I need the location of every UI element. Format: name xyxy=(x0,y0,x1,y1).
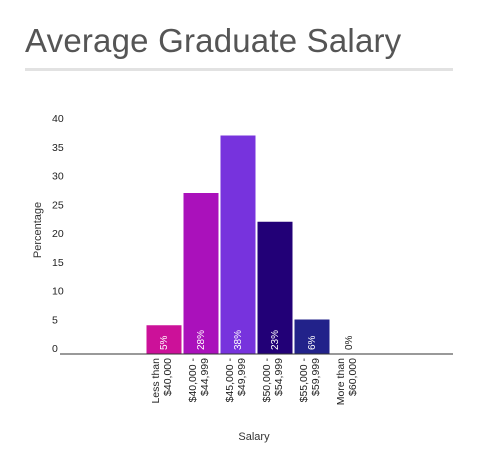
x-tick-label: $40,000 - xyxy=(187,358,199,403)
x-tick-label: $55,000 - xyxy=(298,358,310,403)
bar xyxy=(183,193,219,354)
bar-data-label: 0% xyxy=(344,335,355,350)
y-tick-label: 0 xyxy=(52,343,58,355)
bar xyxy=(220,135,256,354)
y-tick-label: 5 xyxy=(52,314,58,326)
bars: 5% 28% 38% 23% 6% 0% xyxy=(146,135,355,354)
x-tick-label: $44,999 xyxy=(199,358,211,396)
y-axis-ticks: 0 5 10 15 20 25 30 35 40 xyxy=(52,113,64,355)
bar-data-label: 28% xyxy=(196,330,207,350)
title-divider xyxy=(25,68,453,71)
bar xyxy=(294,319,330,354)
y-tick-label: 30 xyxy=(52,171,64,183)
x-tick-label: $54,999 xyxy=(273,358,285,396)
bar xyxy=(257,221,293,354)
x-tick-label: More than xyxy=(335,358,347,405)
x-tick-label: $59,999 xyxy=(310,358,322,396)
bar-data-label: 38% xyxy=(233,330,244,350)
x-axis-title: Salary xyxy=(238,431,270,443)
y-tick-label: 35 xyxy=(52,142,64,154)
y-tick-label: 25 xyxy=(52,199,64,211)
y-tick-label: 10 xyxy=(52,286,64,298)
bar-data-label: 23% xyxy=(270,330,281,350)
chart-title: Average Graduate Salary xyxy=(25,22,402,59)
x-tick-label: $49,999 xyxy=(236,358,248,396)
x-tick-label: $45,000 - xyxy=(224,358,236,403)
x-tick-label: Less than xyxy=(150,358,162,404)
y-tick-label: 15 xyxy=(52,257,64,269)
x-axis-ticks: Less than $40,000 $40,000 - $44,999 $45,000 … xyxy=(150,358,359,406)
y-tick-label: 40 xyxy=(52,113,64,125)
bar xyxy=(146,325,182,354)
bar-data-label: 5% xyxy=(159,335,170,350)
x-tick-label: $60,000 xyxy=(347,358,359,396)
x-tick-label: $40,000 xyxy=(162,358,174,396)
y-axis-title: Percentage xyxy=(32,202,44,258)
y-tick-label: 20 xyxy=(52,228,64,240)
x-tick-label: $50,000 - xyxy=(261,358,273,403)
bar-data-label: 6% xyxy=(307,335,318,350)
